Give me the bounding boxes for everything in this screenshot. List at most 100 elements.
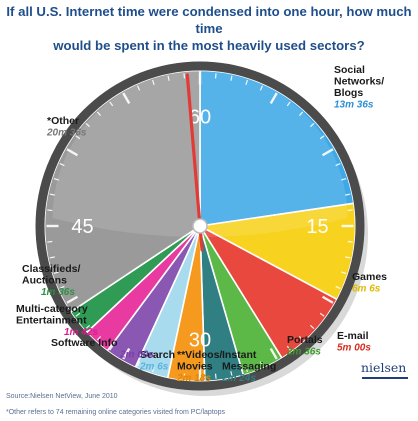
- clock-tick: [245, 367, 249, 373]
- clock-tick: [214, 73, 217, 79]
- clock-number-45: 45: [71, 216, 93, 238]
- clock-tick: [341, 271, 347, 275]
- value-search: 2m 6s: [139, 362, 169, 373]
- value--other: 20m 36s: [46, 128, 87, 139]
- clock-tick: [245, 79, 249, 85]
- value-multi-category-entertainment: 1m 42s: [64, 327, 98, 338]
- value-portals: 2m 36s: [286, 347, 321, 358]
- label-software-info-line-1: Software Info: [51, 337, 118, 349]
- clock-tick: [269, 92, 278, 105]
- clock-tick: [335, 285, 341, 289]
- clock-number-60: 60: [189, 107, 211, 129]
- clock-tick: [259, 361, 263, 367]
- clock-tick: [347, 240, 353, 243]
- clock-tick: [49, 193, 55, 196]
- label--other-line-1: *Other: [47, 115, 79, 127]
- label-instant-messaging-line-2: Messaging: [222, 361, 276, 373]
- label-videos-movies-line-1: **Videos/: [177, 349, 222, 361]
- clock-tick: [109, 101, 114, 107]
- clock-tick: [183, 373, 186, 379]
- clock-rim: [35, 61, 365, 391]
- clock-tick: [345, 193, 351, 196]
- pie-slice-games: [197, 202, 357, 301]
- title-line-2: would be spent in the most heavily used …: [53, 38, 365, 53]
- clock-tick: [122, 92, 131, 105]
- nielsen-logo: nielsen: [361, 360, 407, 375]
- value-social-networks-blogs: 13m 36s: [334, 100, 374, 111]
- clock-tick: [66, 295, 79, 304]
- label-social-networks-blogs-line-2: Networks/: [334, 76, 384, 88]
- value-videos-movies: 2m 18s: [176, 373, 211, 384]
- clock-tick: [122, 347, 131, 360]
- value-classifieds-auctions: 1m 36s: [41, 287, 75, 298]
- clock-tick: [286, 101, 291, 107]
- clock-tick: [183, 73, 186, 79]
- clock-tick: [167, 371, 170, 377]
- clock-tick: [321, 295, 334, 304]
- value-software-info: 2m 00s: [119, 350, 154, 361]
- label-portals-line-1: Portals: [287, 334, 323, 346]
- clock-tick: [230, 371, 233, 377]
- clock-tick: [286, 345, 291, 351]
- clock-tick: [341, 177, 347, 181]
- clock-tick: [137, 85, 141, 91]
- clock-tick: [309, 122, 315, 128]
- clock-tick: [214, 373, 217, 379]
- clock-number-30: 30: [189, 330, 211, 352]
- clock-tick: [53, 177, 59, 181]
- label-instant-messaging-line-1: Instant: [222, 349, 257, 361]
- value-games: 6m 6s: [352, 284, 381, 295]
- clock-tick: [167, 75, 170, 81]
- clock-tick: [298, 335, 304, 341]
- clock-tick: [230, 75, 233, 81]
- clock-tick: [309, 324, 315, 330]
- label-classifieds-auctions-line-1: Classifieds/: [22, 263, 80, 275]
- clock-tick: [75, 135, 81, 140]
- label-games-line-1: Games: [352, 271, 387, 283]
- clock-tick: [269, 347, 278, 360]
- clock-tick: [335, 163, 341, 167]
- clock-center-pin: [192, 218, 208, 234]
- pie-slice--other: [43, 69, 201, 314]
- label-videos-movies-line-2: Movies: [177, 361, 213, 373]
- clock-tick: [109, 345, 114, 351]
- clock-tick: [96, 335, 102, 341]
- clock-tick: [319, 312, 325, 317]
- pie-slice-social-networks-blogs: [199, 69, 355, 227]
- label-multi-category-entertainment-line-2: Entertainment: [16, 315, 87, 327]
- clock-tick: [75, 312, 81, 317]
- clock-tick: [47, 240, 53, 243]
- clock-tick: [259, 85, 263, 91]
- clock-tick: [59, 285, 65, 289]
- label-multi-category-entertainment-line-1: Multi-category: [16, 303, 88, 315]
- clock-tick: [151, 367, 155, 373]
- label-classifieds-auctions-line-2: Auctions: [22, 275, 67, 287]
- source-note: Source:Nielsen NetView, June 2010: [6, 393, 118, 400]
- title-line-1: If all U.S. Internet time were condensed…: [6, 4, 412, 36]
- clock-gloss: [52, 70, 348, 237]
- clock-tick: [96, 111, 102, 117]
- clock-tick: [66, 148, 79, 157]
- clock-tick: [49, 256, 55, 259]
- clock-tick: [345, 256, 351, 259]
- chart-title: If all U.S. Internet time were condensed…: [0, 3, 418, 54]
- clock-tick: [319, 135, 325, 140]
- clock-tick: [85, 324, 91, 330]
- label-e-mail-line-1: E-mail: [337, 330, 369, 342]
- clock-tick: [47, 209, 53, 212]
- clock-tick: [59, 163, 65, 167]
- label-search-line-1: Search: [140, 349, 175, 361]
- clock-tick: [137, 361, 141, 367]
- clock-tick: [298, 111, 304, 117]
- value-instant-messaging: 2m 24s: [221, 373, 256, 384]
- clock-tick: [347, 209, 353, 212]
- clock-tick: [321, 148, 334, 157]
- clock-tick: [85, 122, 91, 128]
- label-social-networks-blogs-line-1: Social: [334, 64, 365, 76]
- clock-tick: [53, 271, 59, 275]
- value-e-mail: 5m 00s: [337, 343, 371, 354]
- label-social-networks-blogs-line-3: Blogs: [334, 87, 363, 99]
- clock-tick: [151, 79, 155, 85]
- nielsen-logo-bar: [362, 377, 408, 379]
